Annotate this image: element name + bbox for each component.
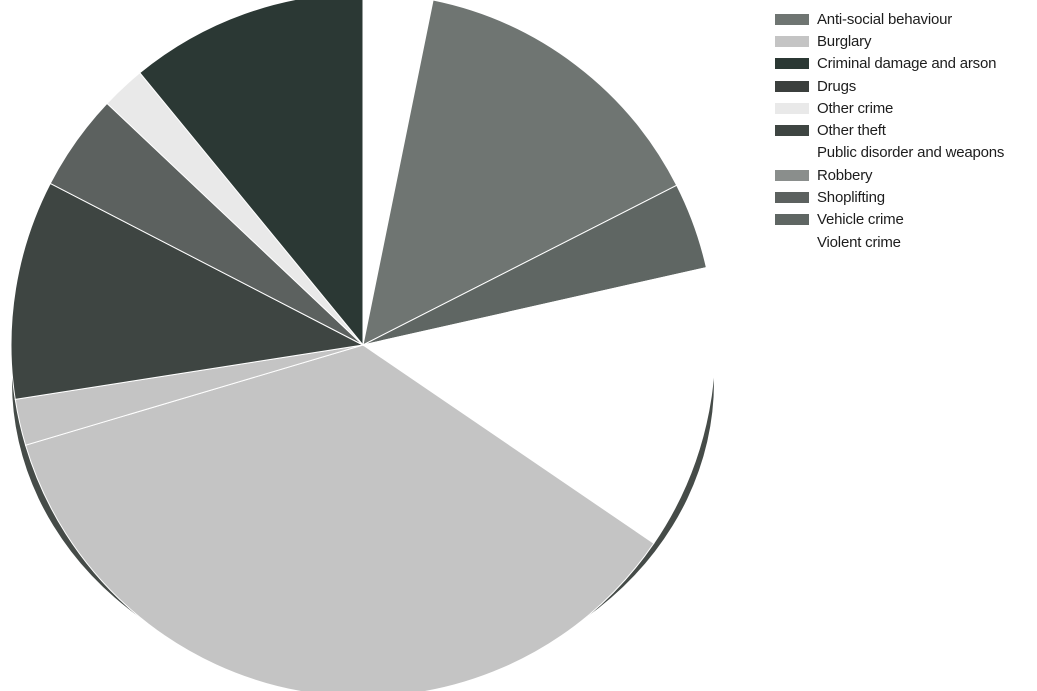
pie-slice-violent-crime bbox=[361, 266, 716, 545]
legend-label: Vehicle crime bbox=[817, 211, 904, 229]
legend-item: Violent crime bbox=[775, 231, 1004, 253]
legend-label: Violent crime bbox=[817, 233, 901, 251]
legend-label: Shoplifting bbox=[817, 189, 885, 207]
legend-swatch bbox=[775, 80, 809, 92]
legend-swatch bbox=[775, 35, 809, 47]
legend-item: Robbery bbox=[775, 164, 1004, 186]
pie-slice-criminal-damage-and-arson bbox=[139, 0, 364, 347]
legend-item: Other theft bbox=[775, 119, 1004, 141]
legend-swatch bbox=[775, 147, 809, 159]
legend-label: Drugs bbox=[817, 77, 857, 95]
pie-slice-burglary bbox=[24, 344, 655, 691]
legend-swatch bbox=[775, 13, 809, 25]
legend-swatch bbox=[775, 169, 809, 181]
pie-slice-anti-social-behaviour bbox=[362, 0, 678, 346]
legend-item: Anti-social behaviour bbox=[775, 8, 1004, 30]
legend-swatch bbox=[775, 192, 809, 204]
legend-label: Other theft bbox=[817, 122, 886, 140]
legend-label: Robbery bbox=[817, 166, 873, 184]
legend-label: Anti-social behaviour bbox=[817, 10, 953, 28]
legend-item: Drugs bbox=[775, 75, 1004, 97]
legend-item: Vehicle crime bbox=[775, 209, 1004, 231]
legend: Anti-social behaviour Burglary Criminal … bbox=[775, 8, 1004, 253]
legend-label: Public disorder and weapons bbox=[817, 144, 1005, 162]
legend-swatch bbox=[775, 102, 809, 114]
legend-label: Burglary bbox=[817, 32, 872, 50]
legend-item: Other crime bbox=[775, 97, 1004, 119]
legend-swatch bbox=[775, 58, 809, 70]
legend-swatch bbox=[775, 236, 809, 248]
legend-label: Other crime bbox=[817, 99, 894, 117]
legend-item: Public disorder and weapons bbox=[775, 142, 1004, 164]
legend-item: Shoplifting bbox=[775, 186, 1004, 208]
legend-item: Burglary bbox=[775, 30, 1004, 52]
legend-item: Criminal damage and arson bbox=[775, 53, 1004, 75]
legend-swatch bbox=[775, 125, 809, 137]
pie-slices bbox=[10, 0, 716, 691]
legend-swatch bbox=[775, 214, 809, 226]
pie-slice-other-theft bbox=[10, 182, 365, 400]
legend-label: Criminal damage and arson bbox=[817, 55, 997, 73]
